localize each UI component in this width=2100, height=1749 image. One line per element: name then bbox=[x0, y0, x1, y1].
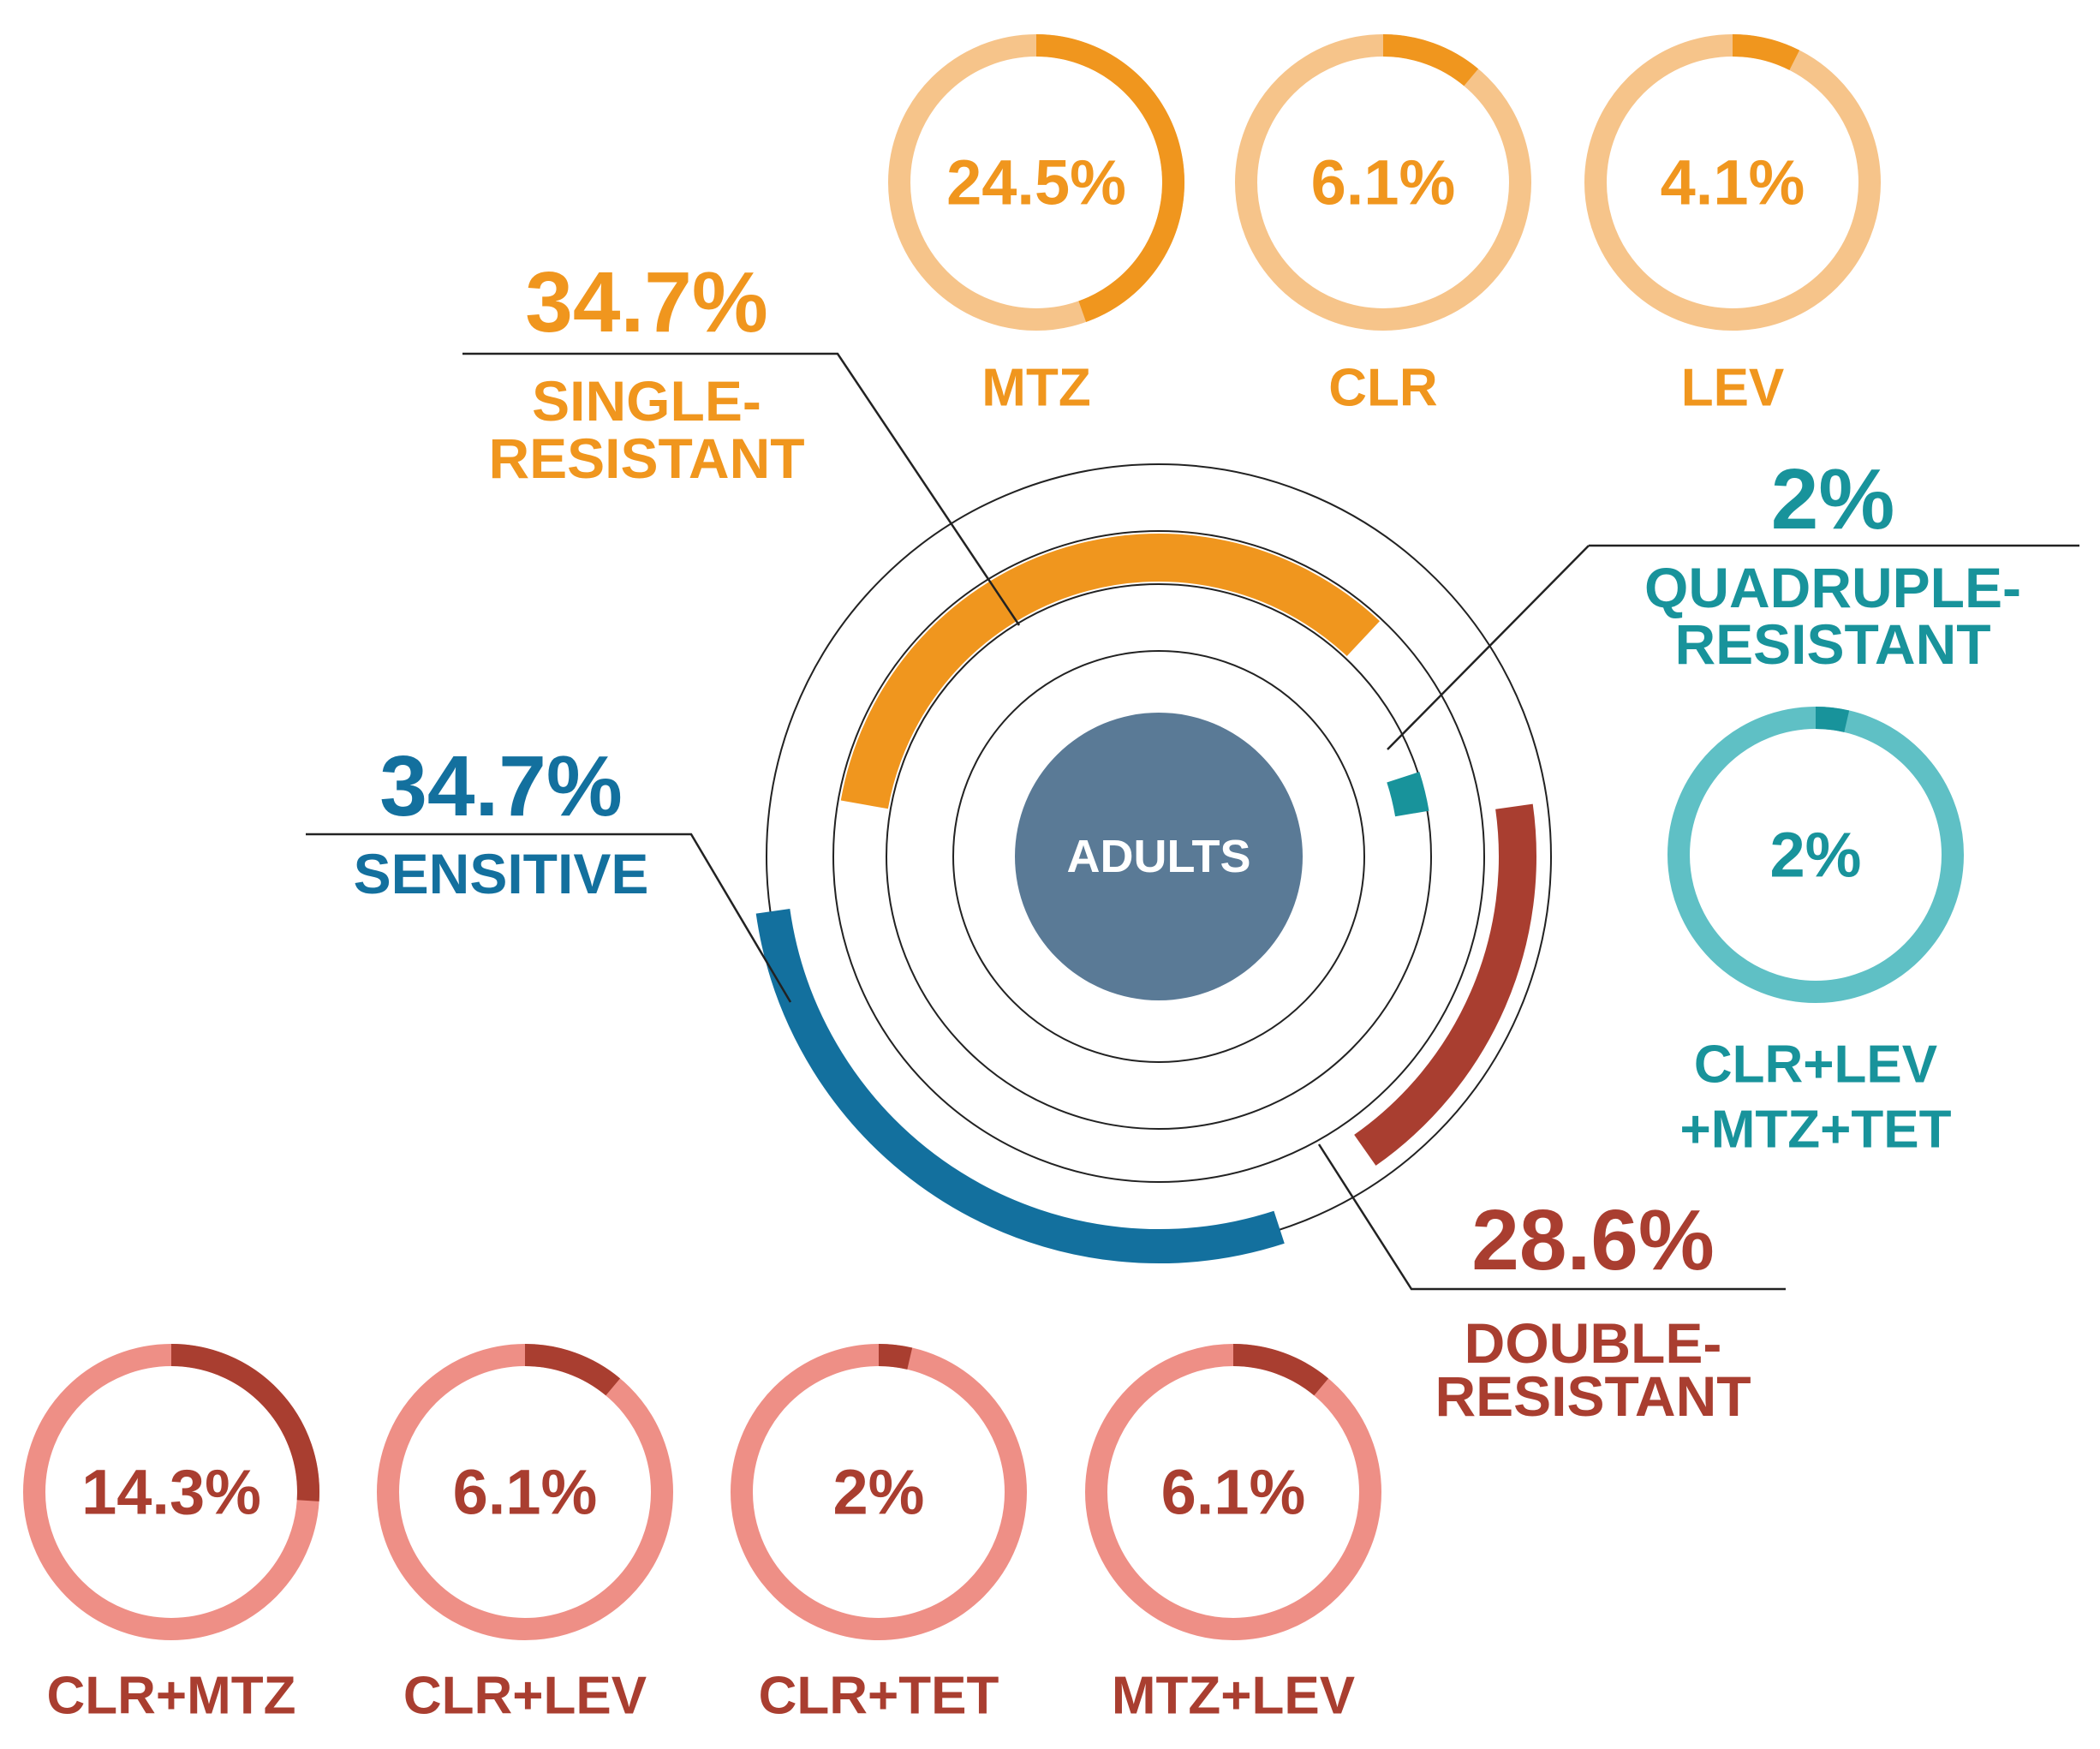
quadruple-donut: 2% CLR+LEV +MTZ+TET bbox=[1667, 707, 1964, 1160]
single-donut-1-label: MTZ bbox=[981, 359, 1090, 418]
double-donut-4: 6.1% MTZ+LEV bbox=[1085, 1344, 1381, 1726]
center-disc bbox=[1015, 713, 1303, 1000]
single-donut-3: 4.1% LEV bbox=[1584, 34, 1881, 418]
leader-sensitive bbox=[306, 833, 792, 1003]
quadruple-donut-label: CLR+LEV bbox=[1694, 1036, 1937, 1095]
single-donut-1-value-label: 24.5% bbox=[946, 147, 1126, 218]
double-name-label-2: RESISTANT bbox=[1435, 1364, 1751, 1428]
single-donut-1: 24.5% MTZ bbox=[888, 34, 1185, 418]
center-label: ADULTS bbox=[1067, 831, 1251, 882]
quadruple-name-label-1: QUADRUPLE- bbox=[1644, 556, 2021, 619]
double-donut-1-value-label: 14.3% bbox=[81, 1457, 261, 1528]
double-donut-3-value-label: 2% bbox=[833, 1457, 925, 1528]
single-donut-1-value-arc bbox=[1035, 34, 1185, 322]
center-disc-group: ADULTS bbox=[1015, 713, 1303, 1000]
double-donut-4-value-arc bbox=[1232, 1344, 1329, 1396]
guide-ring-3 bbox=[832, 530, 1485, 1183]
double-donut-1-value-arc bbox=[170, 1344, 319, 1501]
guide-ring-2 bbox=[886, 583, 1432, 1130]
single-donut-3-value-arc bbox=[1732, 34, 1800, 70]
double-donut-3-value-arc bbox=[878, 1344, 913, 1370]
double-donut-3: 2% CLR+TET bbox=[731, 1344, 1027, 1726]
double-donut-1: 14.3% CLR+MTZ bbox=[23, 1344, 319, 1726]
quadruple-donut-value-label: 2% bbox=[1770, 820, 1862, 891]
double-percent-label: 28.6% bbox=[1471, 1192, 1715, 1288]
category-arcs bbox=[755, 534, 1536, 1263]
double-donut-2-label: CLR+LEV bbox=[403, 1667, 647, 1726]
arc-quadruple-resistant bbox=[1387, 772, 1429, 817]
single-name-label-1: SINGLE- bbox=[532, 369, 761, 433]
quadruple-percent-label: 2% bbox=[1771, 451, 1895, 547]
category-labels: 34.7%SINGLE-RESISTANT34.7%SENSITIVE2%QUA… bbox=[354, 254, 2021, 1428]
single-donut-2: 6.1% CLR bbox=[1235, 34, 1531, 418]
breakdown-donuts: 24.5% MTZ 6.1% CLR 4.1% LEV 14.3% CLR+MTZ 6.1% CL… bbox=[23, 34, 1964, 1726]
single-donut-3-label: LEV bbox=[1681, 359, 1785, 418]
guide-ring-1 bbox=[952, 650, 1365, 1063]
sensitive-name-label-1: SENSITIVE bbox=[354, 842, 649, 905]
quadruple-donut-label-2: +MTZ+TET bbox=[1680, 1101, 1952, 1160]
double-donut-4-label: MTZ+LEV bbox=[1112, 1667, 1355, 1726]
quadruple-donut-value-arc bbox=[1815, 707, 1850, 732]
leader-single bbox=[462, 352, 1021, 626]
single-donut-3-value-label: 4.1% bbox=[1661, 147, 1805, 218]
single-name-label-2: RESISTANT bbox=[488, 427, 804, 490]
double-donut-2-value-arc bbox=[524, 1344, 621, 1396]
double-donut-1-label: CLR+MTZ bbox=[46, 1667, 295, 1726]
sensitive-percent-label: 34.7% bbox=[379, 738, 623, 834]
double-donut-2-value-label: 6.1% bbox=[453, 1457, 598, 1528]
leader-lines bbox=[306, 352, 2079, 1291]
double-name-label-1: DOUBLE- bbox=[1465, 1311, 1722, 1375]
single-donut-2-value-label: 6.1% bbox=[1311, 147, 1456, 218]
arc-double-resistant bbox=[1354, 803, 1536, 1166]
arc-single-resistant bbox=[840, 534, 1380, 809]
single-donut-2-label: CLR bbox=[1328, 359, 1437, 418]
double-donut-3-label: CLR+TET bbox=[759, 1667, 999, 1726]
double-donut-2: 6.1% CLR+LEV bbox=[377, 1344, 673, 1726]
single-donut-2-value-arc bbox=[1382, 34, 1479, 87]
arc-sensitive bbox=[755, 909, 1285, 1263]
quadruple-name-label-2: RESISTANT bbox=[1674, 612, 1990, 676]
single-percent-label: 34.7% bbox=[525, 254, 768, 350]
double-donut-4-value-label: 6.1% bbox=[1161, 1457, 1306, 1528]
leader-quadruple bbox=[1387, 545, 1590, 750]
leader-double bbox=[1317, 1143, 1786, 1291]
